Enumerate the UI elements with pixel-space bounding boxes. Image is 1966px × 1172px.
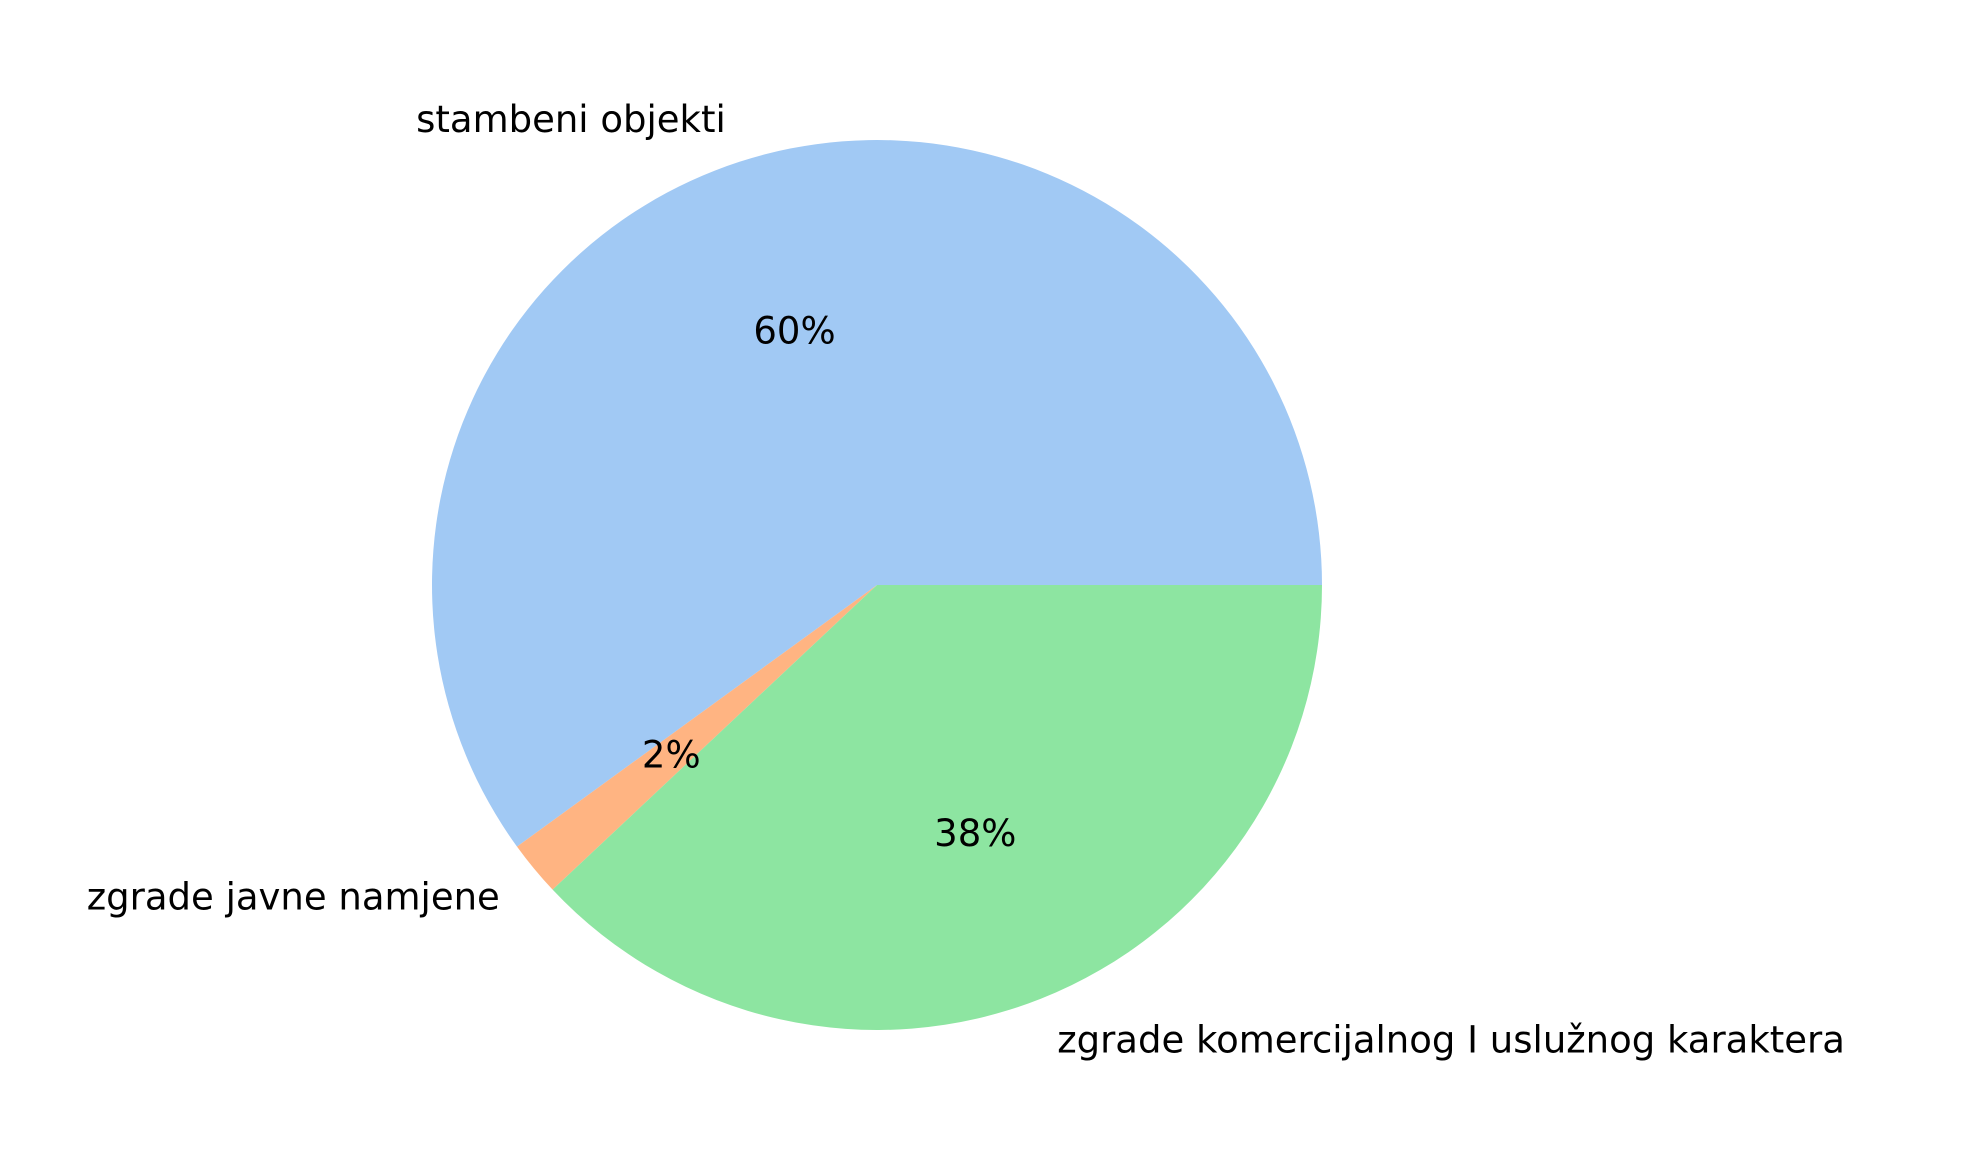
slice-percent-stambeni-objekti: 60%	[753, 310, 835, 353]
slice-label-stambeni-objekti: stambeni objekti	[416, 98, 726, 141]
slice-percent-zgrade-javne-namjene: 2%	[642, 734, 701, 777]
slice-percent-zgrade-komercijalnog-i-usluznog-karaktera: 38%	[934, 812, 1016, 855]
pie-slices	[432, 139, 1322, 1031]
pie-slice-stambeni-objekti	[432, 139, 1322, 847]
pie-slice-zgrade-javne-namjene	[516, 585, 877, 890]
slice-label-zgrade-komercijalnog-i-usluznog-karaktera: zgrade komercijalnog I uslužnog karakter…	[1057, 1019, 1845, 1062]
slice-label-zgrade-javne-namjene: zgrade javne namjene	[87, 876, 500, 919]
pie-slice-zgrade-komercijalnog-i-usluznog-karaktera	[552, 585, 1322, 1031]
pie-labels: stambeni objekti 60% zgrade javne namjene 2…	[87, 98, 1845, 1062]
